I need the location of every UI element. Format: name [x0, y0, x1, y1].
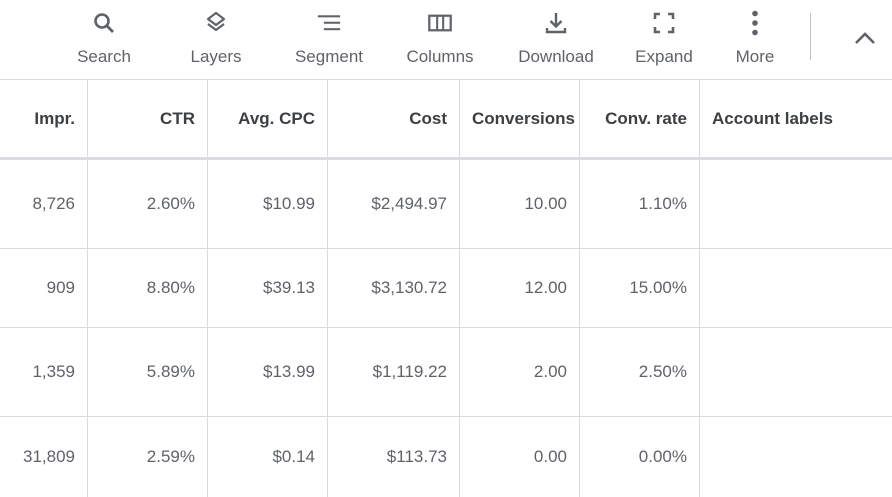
cell-conversions: 12.00: [460, 249, 580, 327]
expand-icon: [652, 11, 676, 35]
table-toolbar: Search Layers Segment Columns Download E…: [0, 0, 892, 80]
cell-impressions: 31,809: [0, 417, 88, 497]
cell-conversions: 2.00: [460, 328, 580, 416]
search-label: Search: [77, 47, 131, 66]
expand-button[interactable]: Expand: [632, 0, 696, 79]
segment-label: Segment: [294, 47, 364, 66]
table-row: 31,809 2.59% $0.14 $113.73 0.00 0.00%: [0, 417, 892, 497]
cell-impressions: 909: [0, 249, 88, 327]
search-icon: [92, 11, 116, 35]
segment-icon: [317, 11, 341, 35]
search-button[interactable]: Search: [73, 0, 135, 79]
collapse-toolbar-button[interactable]: [849, 22, 881, 54]
cell-account-labels: [700, 417, 892, 497]
download-label: Download: [518, 47, 594, 66]
table-header: Impr. CTR Avg. CPC Cost Conversions Conv…: [0, 80, 892, 160]
cell-cost: $1,119.22: [328, 328, 460, 416]
cell-impressions: 1,359: [0, 328, 88, 416]
cell-cost: $3,130.72: [328, 249, 460, 327]
cell-ctr: 2.59%: [88, 417, 208, 497]
cell-cost: $113.73: [328, 417, 460, 497]
cell-cost: $2,494.97: [328, 160, 460, 248]
toolbar-divider: [810, 13, 811, 60]
columns-label: Columns: [406, 47, 474, 66]
layers-label: Layers: [190, 47, 242, 66]
cell-conversions: 0.00: [460, 417, 580, 497]
more-vert-icon: [743, 10, 767, 36]
more-button[interactable]: More: [730, 0, 780, 79]
more-label: More: [735, 47, 775, 66]
cell-avg-cpc: $0.14: [208, 417, 328, 497]
column-header-cost[interactable]: Cost: [328, 80, 460, 157]
column-header-ctr[interactable]: CTR: [88, 80, 208, 157]
cell-avg-cpc: $13.99: [208, 328, 328, 416]
cell-ctr: 2.60%: [88, 160, 208, 248]
column-header-avg-cpc[interactable]: Avg. CPC: [208, 80, 328, 157]
cell-impressions: 8,726: [0, 160, 88, 248]
download-icon: [544, 11, 568, 35]
column-header-conversions[interactable]: Conversions: [460, 80, 580, 157]
cell-ctr: 5.89%: [88, 328, 208, 416]
chevron-up-icon: [854, 31, 876, 45]
cell-conv-rate: 1.10%: [580, 160, 700, 248]
cell-ctr: 8.80%: [88, 249, 208, 327]
table-row: 1,359 5.89% $13.99 $1,119.22 2.00 2.50%: [0, 328, 892, 417]
cell-avg-cpc: $10.99: [208, 160, 328, 248]
table-row: 8,726 2.60% $10.99 $2,494.97 10.00 1.10%: [0, 160, 892, 249]
cell-account-labels: [700, 249, 892, 327]
segment-button[interactable]: Segment: [290, 0, 368, 79]
expand-label: Expand: [635, 47, 693, 66]
column-header-account-labels[interactable]: Account labels: [712, 108, 833, 128]
cell-conversions: 10.00: [460, 160, 580, 248]
cell-conv-rate: 2.50%: [580, 328, 700, 416]
cell-avg-cpc: $39.13: [208, 249, 328, 327]
columns-button[interactable]: Columns: [402, 0, 478, 79]
column-header-impressions[interactable]: Impr.: [0, 80, 88, 157]
column-header-conv-rate[interactable]: Conv. rate: [580, 80, 700, 157]
cell-conv-rate: 15.00%: [580, 249, 700, 327]
layers-icon: [204, 11, 228, 35]
cell-conv-rate: 0.00%: [580, 417, 700, 497]
table-row: 909 8.80% $39.13 $3,130.72 12.00 15.00%: [0, 249, 892, 328]
layers-button[interactable]: Layers: [185, 0, 247, 79]
cell-account-labels: [700, 328, 892, 416]
cell-account-labels: [700, 160, 892, 248]
columns-icon: [428, 11, 452, 35]
download-button[interactable]: Download: [513, 0, 599, 79]
